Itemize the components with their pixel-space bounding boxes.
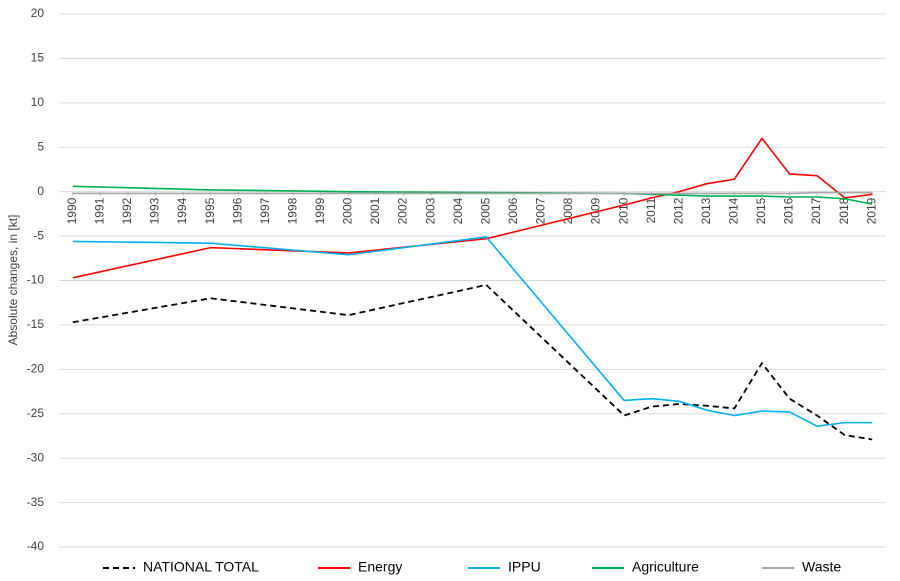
y-tick-label: -5	[33, 228, 44, 242]
x-tick-label: 2015	[754, 197, 768, 224]
y-tick-label: -40	[27, 539, 45, 553]
x-tick-label: 2004	[451, 197, 465, 224]
series-line	[72, 236, 873, 427]
legend-label: Energy	[358, 559, 402, 575]
y-tick-label: 10	[31, 95, 45, 109]
x-tick-label: 1992	[120, 197, 134, 224]
x-tick-label: 2019	[864, 197, 878, 224]
x-tick-label: 2007	[534, 197, 548, 224]
legend-label: IPPU	[508, 559, 541, 575]
y-tick-label: -20	[27, 362, 45, 376]
x-tick-label: 2005	[478, 197, 492, 224]
y-tick-label: 0	[37, 184, 44, 198]
x-tick-label: 1995	[203, 197, 217, 224]
x-tick-label: 2011	[644, 197, 658, 223]
x-tick-label: 2012	[671, 197, 685, 224]
series-line	[72, 284, 873, 441]
x-tick-label: 1998	[285, 197, 299, 224]
y-tick-label: -10	[27, 273, 45, 287]
x-tick-label: 1996	[230, 197, 244, 224]
series-line	[72, 191, 873, 195]
y-tick-label: -15	[27, 317, 45, 331]
series-line	[72, 185, 873, 205]
x-tick-label: 1991	[93, 197, 107, 224]
x-tick-label: 1999	[313, 197, 327, 224]
y-tick-label: 15	[31, 51, 45, 65]
x-tick-label: 2013	[699, 197, 713, 224]
x-tick-label: 1993	[148, 197, 162, 224]
y-axis-label: Absolute changes, in [kt]	[6, 215, 20, 346]
y-tick-label: 5	[37, 139, 44, 153]
x-tick-label: 1994	[175, 197, 189, 224]
x-tick-label: 2016	[782, 197, 796, 224]
x-tick-label: 1990	[65, 197, 79, 224]
legend-label: Waste	[802, 559, 841, 575]
x-tick-label: 1997	[258, 197, 272, 224]
y-tick-label: 20	[31, 6, 45, 20]
x-tick-label: 2010	[616, 197, 630, 224]
legend-label: Agriculture	[632, 559, 699, 575]
x-tick-label: 2006	[506, 197, 520, 224]
y-tick-label: -35	[27, 495, 45, 509]
x-tick-label: 2002	[396, 197, 410, 224]
x-tick-label: 2003	[423, 197, 437, 224]
series-line	[72, 137, 873, 279]
x-tick-label: 2017	[809, 197, 823, 224]
x-tick-label: 2018	[837, 197, 851, 224]
x-tick-label: 2014	[727, 197, 741, 224]
x-tick-label: 2009	[589, 197, 603, 224]
y-tick-label: -25	[27, 406, 45, 420]
legend-label: NATIONAL TOTAL	[143, 559, 259, 575]
x-tick-label: 2000	[341, 197, 355, 224]
y-tick-label: -30	[27, 450, 45, 464]
x-tick-label: 2001	[368, 197, 382, 224]
